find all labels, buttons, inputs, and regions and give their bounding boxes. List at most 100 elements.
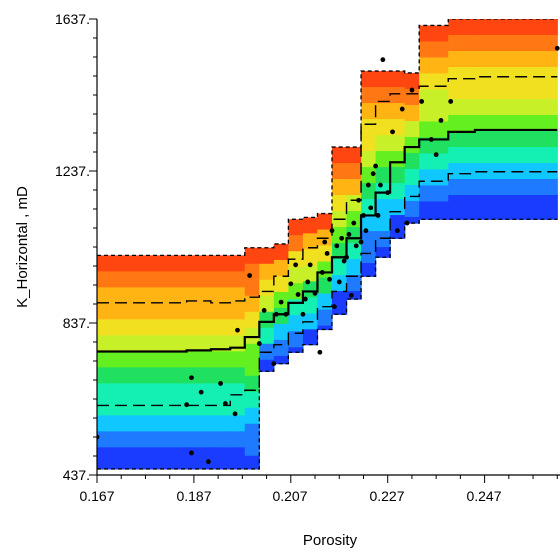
heatmap-cell xyxy=(375,247,391,258)
heatmap-cell xyxy=(331,291,348,308)
y-tick-labels: 1637. 1237. 837. 437. xyxy=(55,11,90,483)
heatmap-cell xyxy=(210,335,231,352)
heatmap-cell xyxy=(244,423,260,441)
heatmap-cell xyxy=(361,119,377,136)
y-minor-ticks xyxy=(89,18,97,476)
heatmap-cell xyxy=(419,121,449,139)
data-point xyxy=(351,220,357,226)
heatmap-cell xyxy=(419,169,449,187)
heatmap-cell xyxy=(186,271,212,288)
heatmap-cell xyxy=(404,200,420,218)
data-point xyxy=(380,57,386,63)
data-point xyxy=(305,279,311,285)
heatmap-cell xyxy=(390,231,406,239)
p0-curve xyxy=(97,218,558,470)
heatmap-cell xyxy=(361,247,377,264)
y-tick-label: 1237. xyxy=(55,163,90,179)
x-minor-ticks xyxy=(96,475,558,483)
heatmap-cell xyxy=(390,151,406,168)
heatmap-cell xyxy=(317,213,333,231)
data-point xyxy=(339,235,345,241)
data-point xyxy=(198,389,204,395)
heatmap-cell xyxy=(474,67,558,84)
heatmap-cell xyxy=(361,87,377,104)
heatmap-cell xyxy=(230,431,246,448)
heatmap-cell xyxy=(361,183,377,200)
data-point xyxy=(341,258,347,264)
heatmap-cell xyxy=(259,295,275,313)
heatmap-cell xyxy=(186,399,212,416)
x-tick-label: 0.207 xyxy=(272,488,307,504)
heatmap-cell xyxy=(244,391,260,409)
heatmap-cell xyxy=(244,439,260,457)
data-point xyxy=(261,308,267,313)
heatmap-cell xyxy=(259,247,275,265)
heatmap-cell xyxy=(259,279,275,297)
data-point xyxy=(399,106,405,112)
heatmap-cell xyxy=(361,231,377,248)
heatmap-cell xyxy=(186,303,212,320)
heatmap-cell xyxy=(244,359,260,377)
data-point xyxy=(334,243,340,249)
heatmap-cell xyxy=(404,136,420,154)
heatmap-cell xyxy=(346,163,362,180)
heatmap-cell xyxy=(317,293,333,311)
heatmap-cell xyxy=(474,115,558,132)
heatmap-cell xyxy=(448,131,476,148)
heatmap-cell xyxy=(448,99,476,116)
heatmap-cell xyxy=(210,319,231,336)
data-point xyxy=(288,281,294,287)
heatmap-cell xyxy=(317,309,333,327)
heatmap-cell xyxy=(186,287,212,304)
data-point xyxy=(189,375,194,381)
data-point xyxy=(218,381,223,386)
heatmap-cell xyxy=(346,147,362,164)
data-point xyxy=(433,152,439,158)
heatmap-cell xyxy=(259,359,275,372)
heatmap-cell xyxy=(273,275,289,293)
heatmap-cell xyxy=(419,73,449,91)
data-points xyxy=(97,45,560,465)
heatmap-cell xyxy=(390,135,406,152)
data-point xyxy=(206,459,211,465)
heatmap-cell xyxy=(361,263,377,277)
heatmap-cell xyxy=(404,168,420,186)
data-point xyxy=(370,171,376,177)
data-point xyxy=(322,239,328,245)
data-point xyxy=(419,99,425,104)
heatmap-cell xyxy=(404,216,420,224)
heatmap-cell xyxy=(361,215,377,232)
median-curve xyxy=(97,128,558,353)
heatmap-cell xyxy=(230,399,246,416)
data-point xyxy=(438,118,444,123)
heatmap-cell xyxy=(186,335,212,352)
heatmap-cell xyxy=(331,307,348,315)
heatmap-cell xyxy=(210,287,231,304)
heatmap-cell xyxy=(361,71,377,88)
heatmap-cell xyxy=(419,153,449,171)
heatmap-cell xyxy=(474,147,558,164)
data-point xyxy=(346,232,352,237)
data-point xyxy=(356,197,362,203)
data-point xyxy=(448,99,454,104)
heatmap-cell xyxy=(288,315,304,332)
heatmap-cell xyxy=(375,119,391,136)
heatmap-cell xyxy=(404,104,420,122)
heatmap-cell xyxy=(419,105,449,123)
heatmap-cell xyxy=(448,19,476,36)
heatmap-cell xyxy=(390,183,406,200)
heatmap-cell xyxy=(361,135,377,152)
heatmap-cell xyxy=(210,255,231,272)
heatmap-cell xyxy=(244,311,260,329)
y-axis-title: K_Horizontal , mD xyxy=(14,186,31,308)
heatmap-cell xyxy=(230,351,246,368)
p10-curve xyxy=(97,171,558,407)
x-tick-label: 0.227 xyxy=(369,488,404,504)
heatmap-cell xyxy=(346,259,362,276)
heatmap-cell xyxy=(375,231,391,248)
heatmap-cell xyxy=(474,211,558,220)
heatmap-cell xyxy=(317,261,333,279)
heatmap-cell xyxy=(361,151,377,168)
heatmap-cell xyxy=(448,179,476,196)
heatmap-cell xyxy=(419,217,449,220)
